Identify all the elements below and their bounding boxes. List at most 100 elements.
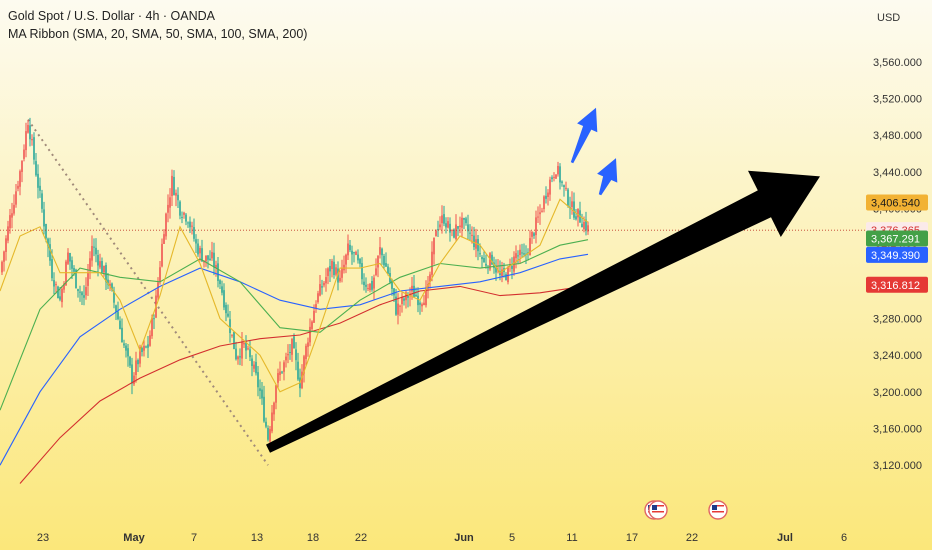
candle-body [443,214,445,224]
candlestick-series [1,117,589,447]
candle-body [17,185,19,189]
candle-body [467,224,469,232]
candle-body [41,193,43,209]
candle-body [407,294,409,298]
candle-body [13,204,15,214]
candle-body [359,258,361,264]
candle-body [445,223,447,228]
candle-body [365,284,367,287]
y-tick-label: 3,160.000 [873,424,922,436]
candle-body [455,224,457,240]
candle-body [549,179,551,195]
symbol-title[interactable]: Gold Spot / U.S. Dollar · 4h · OANDA [8,9,216,23]
candle-body [257,372,259,388]
candle-body [459,225,461,228]
candle-body [141,348,143,353]
candle-body [575,216,577,220]
candle-body [545,195,547,199]
candle-body [263,396,265,422]
candle-body [285,356,287,361]
candle-body [449,223,451,233]
candle-body [255,361,257,374]
candle-body [517,255,519,257]
candle-body [309,326,311,343]
candle-body [291,338,293,355]
candle-body [559,166,561,183]
candle-body [587,225,589,232]
candle-body [269,429,271,442]
candle-body [251,358,253,366]
indicator-legend[interactable]: MA Ribbon (SMA, 20, SMA, 50, SMA, 100, S… [8,27,308,41]
candle-body [533,233,535,236]
candle-body [119,320,121,330]
candle-body [111,283,113,290]
candle-body [453,229,455,238]
time-axis[interactable]: 23 May 7 13 18 22 Jun 5 11 17 22 Jul 6 [37,532,847,544]
candle-body [345,254,347,265]
candle-body [103,265,105,273]
candle-body [109,283,111,287]
candle-body [415,294,417,297]
candle-body [187,222,189,224]
candle-body [287,354,289,356]
event-markers[interactable] [644,500,728,520]
candle-body [107,279,109,285]
flag-stripe [652,514,664,516]
candle-body [439,224,441,228]
candle-body [413,285,415,298]
candle-body [229,319,231,334]
candle-body [207,255,209,260]
y-tick-label: 3,480.000 [873,130,922,142]
price-badge [866,194,928,211]
sma-20-line [0,198,589,393]
candle-body [43,209,45,227]
candle-body [277,373,279,383]
candle-body [147,344,149,348]
candle-body [215,264,217,269]
candle-body [231,334,233,336]
candle-body [483,258,485,263]
candle-body [27,124,29,133]
candle-body [321,286,323,288]
candle-body [243,343,245,345]
candle-body [233,331,235,350]
plot-area[interactable] [0,107,866,484]
candle-body [19,171,21,187]
candle-body [183,212,185,215]
candle-body [511,265,513,269]
candle-body [581,223,583,228]
candle-body [115,305,117,312]
candle-body [393,288,395,296]
candle-body [177,194,179,201]
candle-body [355,251,357,255]
candle-body [451,230,453,232]
candle-body [73,268,75,272]
x-tick-label: 11 [566,532,577,544]
candle-body [403,298,405,301]
candle-body [209,258,211,260]
candle-body [95,247,97,255]
y-tick-label: 3,520.000 [873,94,922,106]
x-tick-label: 17 [626,532,638,544]
candle-body [39,185,41,191]
candle-body [55,284,57,286]
candle-body [85,287,87,296]
candle-body [387,266,389,274]
candle-body [265,421,267,427]
candle-body [385,263,387,267]
candle-body [519,249,521,256]
candle-body [173,176,175,195]
candle-body [23,149,25,159]
candle-body [77,289,79,292]
candle-body [63,283,65,290]
event-flag-icon [708,500,728,520]
candle-body [217,263,219,281]
candle-body [5,238,7,252]
candle-body [297,361,299,380]
flag-stripe [712,511,724,513]
candle-body [89,258,91,271]
candle-body [585,219,587,231]
